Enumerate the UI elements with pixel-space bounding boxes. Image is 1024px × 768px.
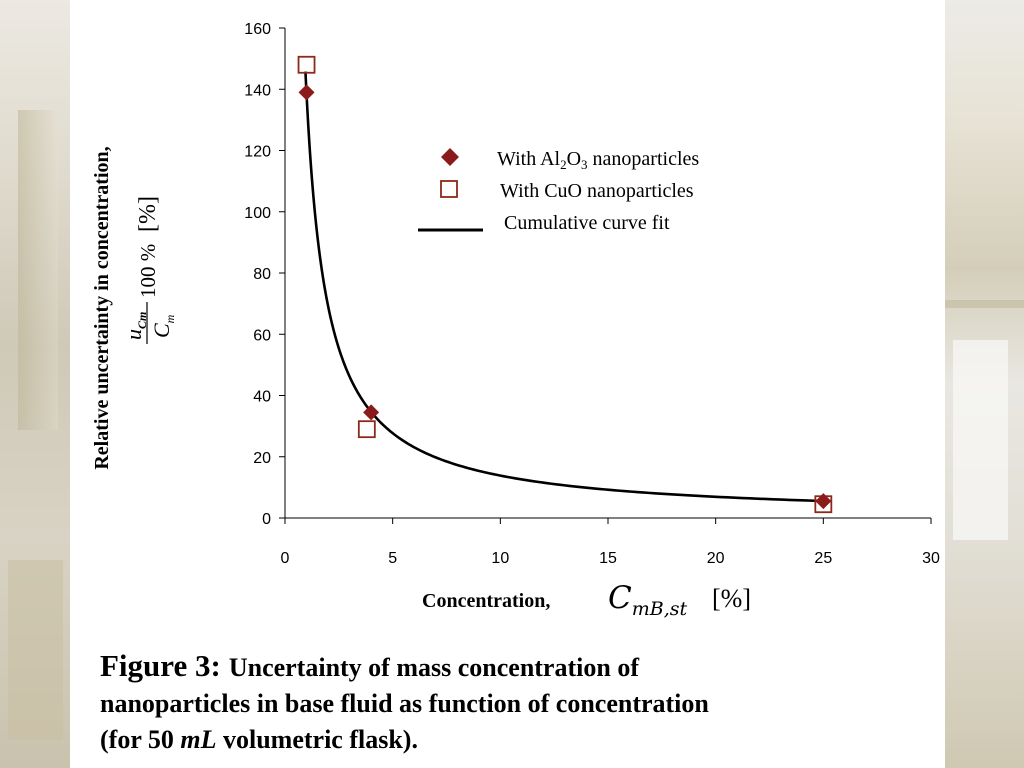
legend-square-marker (440, 180, 458, 198)
y-formula-numerator: uCm (121, 312, 149, 340)
cuo-data-point (297, 55, 316, 74)
caption-line-2: nanoparticles in base fluid as function … (100, 689, 709, 718)
y-tick-label: 40 (253, 389, 271, 406)
y-tick-label: 120 (244, 144, 271, 161)
caption-line3-suffix: volumetric flask). (216, 725, 418, 754)
chart-svg: 0 20 40 60 80 100 120 140 160 0 5 10 15 20 25 30 With … (91, 21, 940, 620)
y-axis-label: Relative uncertainty in concentration, (91, 146, 113, 469)
figure-caption: Figure 3: Uncertainty of mass concentrati… (100, 648, 930, 758)
x-ticks: 0 5 10 15 20 25 30 (281, 518, 940, 567)
x-tick-label: 10 (491, 550, 509, 567)
legend: With Al2O3 nanoparticles With CuO nanopa… (418, 148, 699, 234)
background-photo-right (945, 0, 1024, 768)
x-tick-label: 15 (599, 550, 617, 567)
y-tick-label: 0 (262, 511, 271, 528)
x-tick-label: 30 (922, 550, 940, 567)
y-formula-denominator: Cm (149, 314, 177, 338)
al2o3-data-point (298, 84, 315, 101)
y-tick-label: 20 (253, 450, 271, 467)
al2o3-data-point (815, 493, 832, 510)
x-tick-label: 25 (814, 550, 832, 567)
background-photo-left (0, 0, 70, 768)
legend-fit-label: Cumulative curve fit (504, 212, 670, 234)
cuo-data-point (357, 420, 376, 439)
x-tick-label: 5 (388, 550, 397, 567)
legend-al2o3-label: With Al2O3 nanoparticles (497, 148, 699, 172)
y-ticks: 0 20 40 60 80 100 120 140 160 (244, 21, 285, 528)
x-tick-label: 20 (707, 550, 725, 567)
caption-line3-prefix: (for 50 (100, 725, 181, 754)
legend-diamond-marker (441, 148, 459, 166)
y-axis-formula: uCm Cm 100 % [%] (121, 196, 177, 344)
y-formula-unit: [%] (135, 196, 161, 232)
data-markers (297, 55, 833, 514)
y-tick-label: 160 (244, 21, 271, 38)
x-axis-label-text: Concentration, (422, 590, 550, 612)
caption-line-1: Figure 3: Uncertainty of mass concentrati… (100, 648, 930, 686)
legend-cuo-label: With CuO nanoparticles (500, 180, 694, 202)
x-tick-label: 0 (281, 550, 290, 567)
y-formula-factor: 100 % (136, 244, 160, 298)
x-axis-label-unit: [%] (712, 584, 751, 613)
al2o3-data-point (363, 404, 380, 421)
x-axis-label: Concentration, CmB,st [%] (422, 580, 751, 620)
caption-line1-text: Uncertainty of mass concentration of (228, 653, 639, 682)
y-tick-label: 140 (244, 82, 271, 99)
caption-line3-italic: mL (180, 725, 217, 754)
x-axis-label-symbol: CmB,st (608, 580, 688, 620)
caption-lead: Figure 3: (100, 648, 221, 683)
y-tick-label: 80 (253, 266, 271, 283)
curve-fit-line (304, 71, 824, 503)
y-tick-label: 100 (244, 205, 271, 222)
figure-panel (70, 0, 945, 768)
caption-line-3: (for 50 mL volumetric flask). (100, 722, 930, 758)
y-tick-label: 60 (253, 327, 271, 344)
